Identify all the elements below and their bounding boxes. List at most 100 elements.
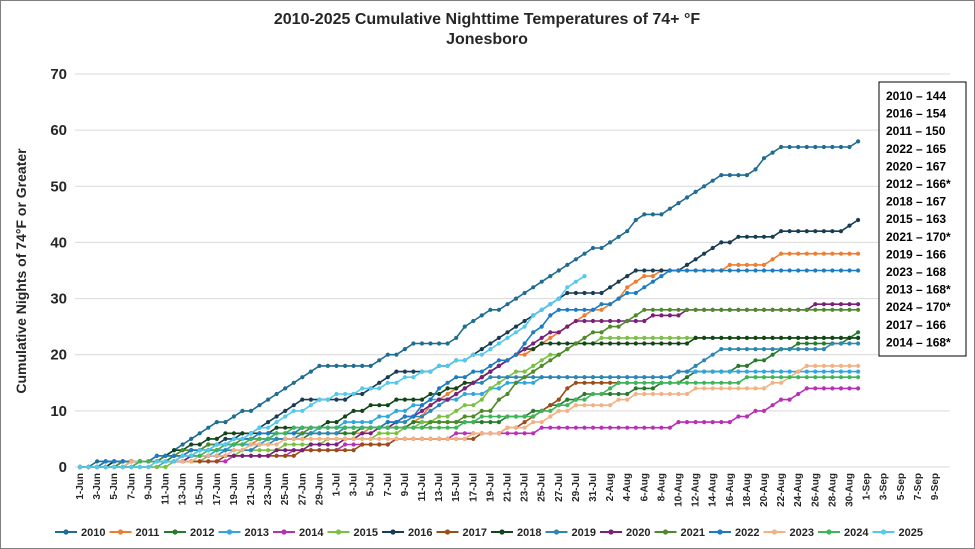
data-point: [556, 268, 561, 273]
data-point: [402, 369, 407, 374]
data-point: [565, 307, 570, 312]
data-point: [385, 425, 390, 430]
data-point: [505, 302, 510, 307]
x-tick-label: 21-Jun: [246, 473, 257, 505]
data-point: [471, 403, 476, 408]
data-point: [248, 448, 254, 453]
data-point: [471, 369, 476, 374]
data-point: [744, 347, 750, 352]
x-tick-label: 17-Jul: [468, 473, 479, 502]
data-point: [702, 251, 707, 256]
data-point: [103, 459, 108, 464]
data-point: [847, 268, 852, 273]
x-tick-label: 29-Jun: [314, 473, 325, 505]
data-point: [428, 436, 433, 441]
data-point: [257, 431, 262, 436]
data-point: [847, 307, 852, 312]
data-point: [599, 335, 604, 340]
series-2010: [77, 139, 861, 470]
data-point: [488, 420, 493, 425]
data-point: [539, 324, 544, 329]
series-2018: [77, 335, 861, 470]
data-point: [377, 403, 382, 408]
data-point: [411, 414, 416, 419]
data-point: [513, 296, 519, 301]
data-point: [454, 425, 459, 430]
data-point: [214, 436, 219, 441]
data-point: [172, 453, 177, 458]
data-point: [411, 425, 416, 430]
data-point: [351, 408, 356, 413]
data-point: [761, 369, 767, 374]
data-point: [496, 363, 501, 368]
data-point: [240, 442, 245, 447]
data-point: [377, 442, 382, 447]
legend-item-2018: 2018: [491, 527, 541, 539]
data-point: [351, 442, 356, 447]
data-point: [505, 414, 510, 419]
data-point: [120, 459, 125, 464]
data-point: [590, 330, 596, 335]
data-point: [531, 380, 536, 385]
data-point: [437, 386, 442, 391]
data-point: [761, 386, 767, 391]
x-tick-label: 24-Aug: [793, 473, 804, 507]
data-point: [385, 442, 390, 447]
data-point: [513, 414, 519, 419]
data-point: [582, 425, 587, 430]
data-point: [223, 420, 228, 425]
data-point: [248, 431, 254, 436]
data-point: [419, 420, 425, 425]
data-point: [838, 307, 844, 312]
data-point: [582, 341, 587, 346]
data-point: [796, 347, 801, 352]
data-point: [821, 363, 827, 368]
data-point: [479, 380, 484, 385]
data-point: [702, 386, 707, 391]
x-tick-label: 13-Jun: [178, 473, 189, 505]
data-point: [650, 386, 656, 391]
data-point: [419, 414, 425, 419]
data-point: [462, 414, 467, 419]
legend-label: 2022: [735, 527, 759, 539]
data-point: [676, 391, 681, 397]
data-point: [317, 363, 322, 368]
data-point: [454, 391, 459, 397]
data-point: [539, 307, 544, 312]
data-point: [770, 352, 775, 357]
data-point: [496, 386, 501, 391]
data-point: [437, 341, 442, 346]
data-point: [847, 386, 852, 391]
legend-swatch-marker: [63, 529, 69, 535]
data-point: [283, 436, 288, 441]
data-point: [796, 341, 801, 346]
data-point: [419, 341, 425, 346]
data-point: [676, 369, 681, 374]
data-point: [667, 391, 673, 397]
legend-label: 2024: [844, 527, 869, 539]
data-point: [385, 403, 390, 408]
data-point: [633, 335, 638, 340]
data-point: [813, 341, 818, 346]
data-point: [744, 369, 750, 374]
data-point: [804, 251, 809, 256]
data-point: [454, 431, 459, 436]
data-point: [394, 380, 399, 385]
data-point: [642, 274, 647, 279]
data-point: [283, 414, 288, 419]
data-point: [197, 459, 202, 464]
data-point: [334, 431, 339, 436]
data-point: [650, 380, 656, 385]
data-point: [360, 408, 365, 413]
legend-item-2019: 2019: [545, 527, 596, 539]
data-point: [599, 425, 604, 430]
data-point: [274, 448, 279, 453]
series-line: [80, 140, 859, 468]
data-point: [283, 386, 288, 391]
legend-item-2021: 2021: [654, 527, 705, 539]
data-point: [744, 386, 750, 391]
series-2012: [77, 330, 861, 470]
x-tick-label: 26-Aug: [810, 473, 821, 507]
data-point: [488, 408, 493, 413]
legend-swatch-marker: [608, 529, 614, 535]
